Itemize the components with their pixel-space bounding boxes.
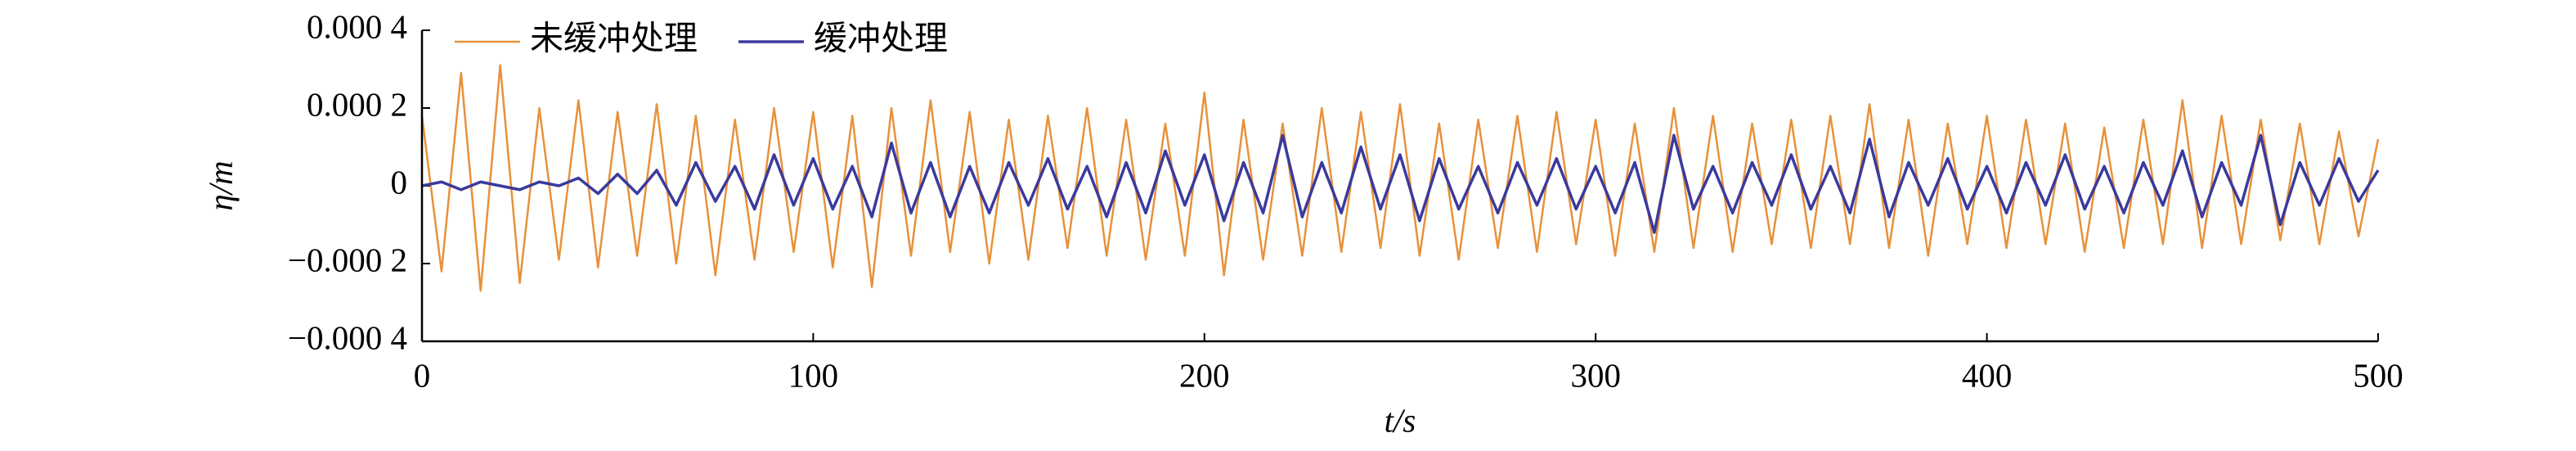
x-tick-label: 300 bbox=[1570, 356, 1621, 394]
series-line bbox=[421, 133, 2380, 234]
legend-label: 缓冲处理 bbox=[814, 19, 948, 56]
x-axis-label: t/s bbox=[1384, 401, 1416, 439]
y-tick-label: 0.000 2 bbox=[307, 85, 407, 123]
y-axis-label: η/m bbox=[201, 160, 239, 210]
y-tick-label: −0.000 4 bbox=[288, 318, 407, 356]
y-tick-label: 0 bbox=[391, 163, 408, 201]
y-tick-label: −0.000 2 bbox=[288, 241, 407, 278]
x-tick-label: 500 bbox=[2353, 356, 2403, 394]
y-tick-label: 0.000 4 bbox=[307, 7, 407, 45]
x-tick-label: 100 bbox=[788, 356, 839, 394]
legend-label: 未缓冲处理 bbox=[530, 19, 698, 56]
series-line bbox=[420, 64, 2380, 292]
x-tick-label: 200 bbox=[1179, 356, 1230, 394]
x-tick-label: 0 bbox=[414, 356, 431, 394]
x-tick-label: 400 bbox=[1962, 356, 2013, 394]
